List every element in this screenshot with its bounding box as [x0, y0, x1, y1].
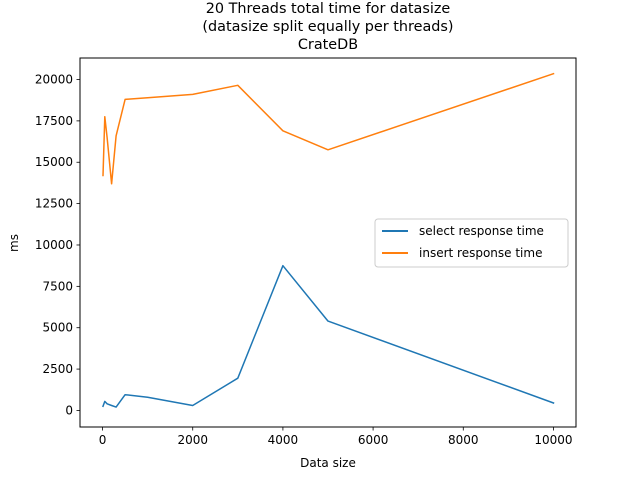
chart-title-line-1: 20 Threads total time for datasize — [206, 1, 451, 17]
y-tick-label: 10000 — [35, 238, 73, 252]
series-line-0 — [102, 264, 555, 408]
x-tick-label: 0 — [99, 433, 107, 447]
y-tick-label: 12500 — [35, 197, 73, 211]
series-line-1 — [102, 72, 555, 185]
y-tick-label: 0 — [65, 403, 73, 417]
y-tick-label: 17500 — [35, 114, 73, 128]
x-axis-ticks: 0 2000 4000 6000 8000 10000 — [99, 427, 573, 447]
y-tick-label: 20000 — [35, 73, 73, 87]
x-axis-label: Data size — [300, 456, 356, 470]
x-tick-label: 4000 — [268, 433, 299, 447]
y-tick-label: 15000 — [35, 155, 73, 169]
y-axis-ticks: 0 2500 5000 7500 10000 12500 15000 17500 20000 — [35, 73, 80, 417]
legend-label-insert: insert response time — [419, 246, 542, 260]
y-tick-label: 5000 — [42, 321, 73, 335]
x-tick-label: 8000 — [448, 433, 479, 447]
plot-series — [102, 72, 555, 408]
chart-title-line-3: CrateDB — [298, 37, 358, 53]
y-tick-label: 2500 — [42, 362, 73, 376]
legend-box — [374, 218, 569, 268]
x-tick-label: 6000 — [358, 433, 389, 447]
chart-title-line-2: (datasize split equally per threads) — [202, 19, 453, 35]
x-tick-label: 10000 — [534, 433, 572, 447]
legend-label-select: select response time — [419, 224, 544, 238]
y-axis-label: ms — [7, 234, 21, 252]
legend: select response time insert response tim… — [374, 218, 569, 268]
x-tick-label: 2000 — [177, 433, 208, 447]
plot-frame — [79, 57, 577, 428]
y-tick-label: 7500 — [42, 279, 73, 293]
